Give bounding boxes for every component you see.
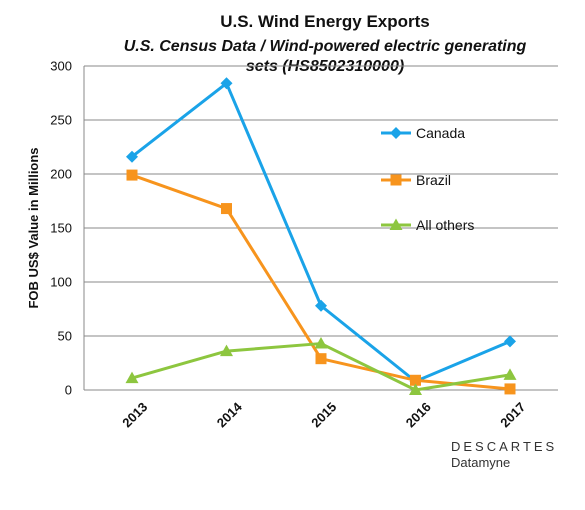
x-tick-label: 2015 — [308, 399, 339, 430]
data-point-canada — [504, 335, 516, 348]
x-tick-label: 2017 — [497, 399, 528, 430]
legend: Canada Brazil All others — [381, 125, 474, 233]
legend-item-all-others: All others — [381, 217, 474, 233]
data-point-brazil — [504, 383, 516, 395]
descartes-logo: DESCARTES Datamyne — [451, 439, 557, 470]
y-axis-label: FOB US$ Value in Millions — [26, 147, 41, 308]
x-axis-ticks: 2013 2014 2015 2016 2017 — [119, 399, 528, 431]
x-tick-label: 2014 — [214, 399, 246, 431]
y-tick-label: 150 — [50, 221, 72, 236]
logo-line2: Datamyne — [451, 455, 510, 470]
legend-item-canada: Canada — [381, 125, 465, 141]
series-canada — [126, 77, 516, 388]
y-tick-label: 200 — [50, 167, 72, 182]
y-tick-label: 250 — [50, 113, 72, 128]
data-point-all-others — [125, 371, 139, 384]
data-point-brazil — [221, 203, 232, 215]
data-point-all-others — [503, 368, 517, 380]
data-point-brazil — [410, 374, 421, 386]
y-axis-ticks: 0 50 100 150 200 250 300 — [50, 59, 72, 398]
series-brazil — [126, 169, 516, 395]
y-tick-label: 300 — [50, 59, 72, 74]
logo-line1: DESCARTES — [451, 439, 557, 454]
legend-marker — [390, 127, 402, 139]
y-tick-label: 0 — [65, 383, 72, 398]
data-point-canada — [315, 299, 327, 312]
data-point-all-others — [409, 383, 422, 395]
chart-title: U.S. Wind Energy Exports — [220, 12, 430, 31]
legend-label: Canada — [416, 125, 465, 141]
data-point-brazil — [126, 169, 138, 181]
series-all-others — [125, 337, 517, 395]
y-tick-label: 100 — [50, 275, 72, 290]
x-tick-label: 2013 — [119, 399, 150, 430]
series-group — [125, 77, 517, 395]
data-point-brazil — [315, 353, 327, 365]
legend-item-brazil: Brazil — [381, 172, 451, 188]
y-tick-label: 50 — [58, 329, 72, 344]
data-point-all-others — [220, 344, 233, 357]
data-point-canada — [220, 77, 233, 90]
gridlines — [84, 65, 558, 337]
legend-marker — [390, 174, 402, 186]
legend-label: All others — [416, 217, 474, 233]
data-point-all-others — [314, 337, 328, 349]
legend-marker — [389, 218, 403, 230]
chart-subtitle-line1: U.S. Census Data / Wind-powered electric… — [124, 38, 527, 55]
legend-label: Brazil — [416, 172, 451, 188]
data-point-canada — [126, 150, 138, 163]
x-tick-label: 2016 — [403, 399, 434, 430]
